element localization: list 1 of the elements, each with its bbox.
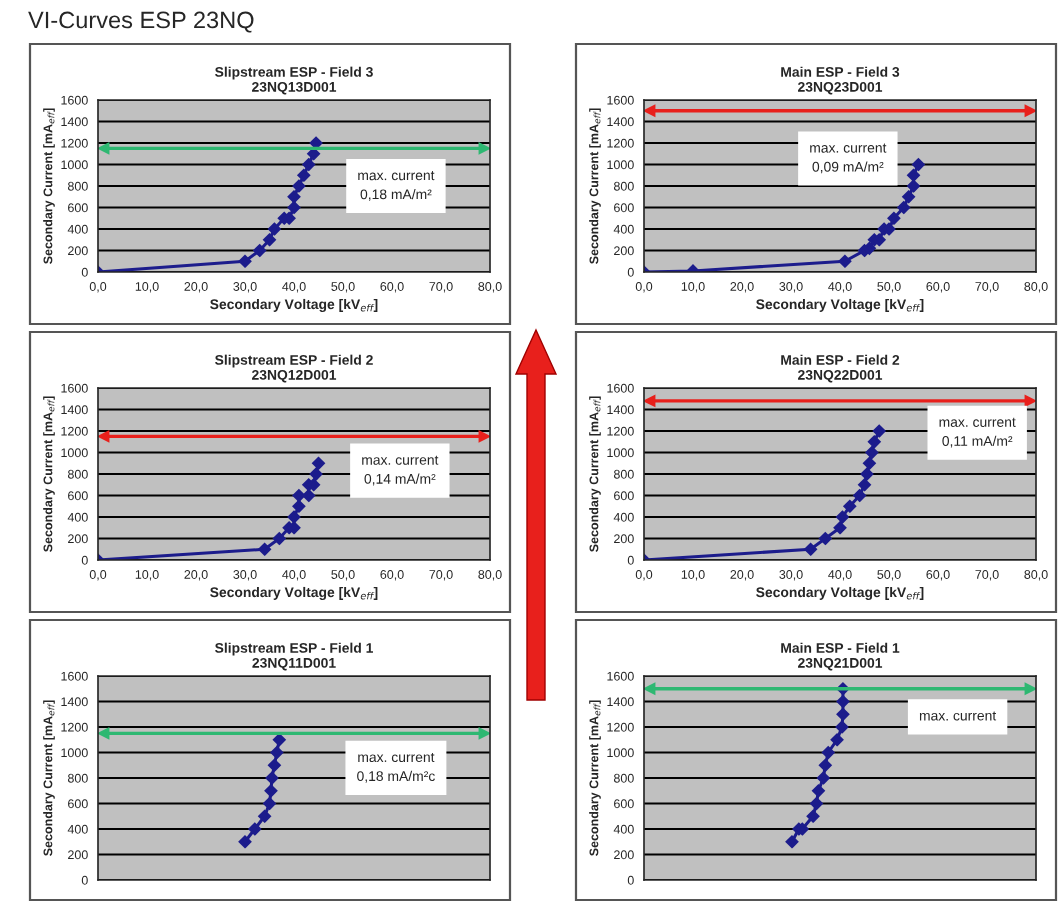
text: VI-Curves ESP 23NQ [28,11,254,33]
